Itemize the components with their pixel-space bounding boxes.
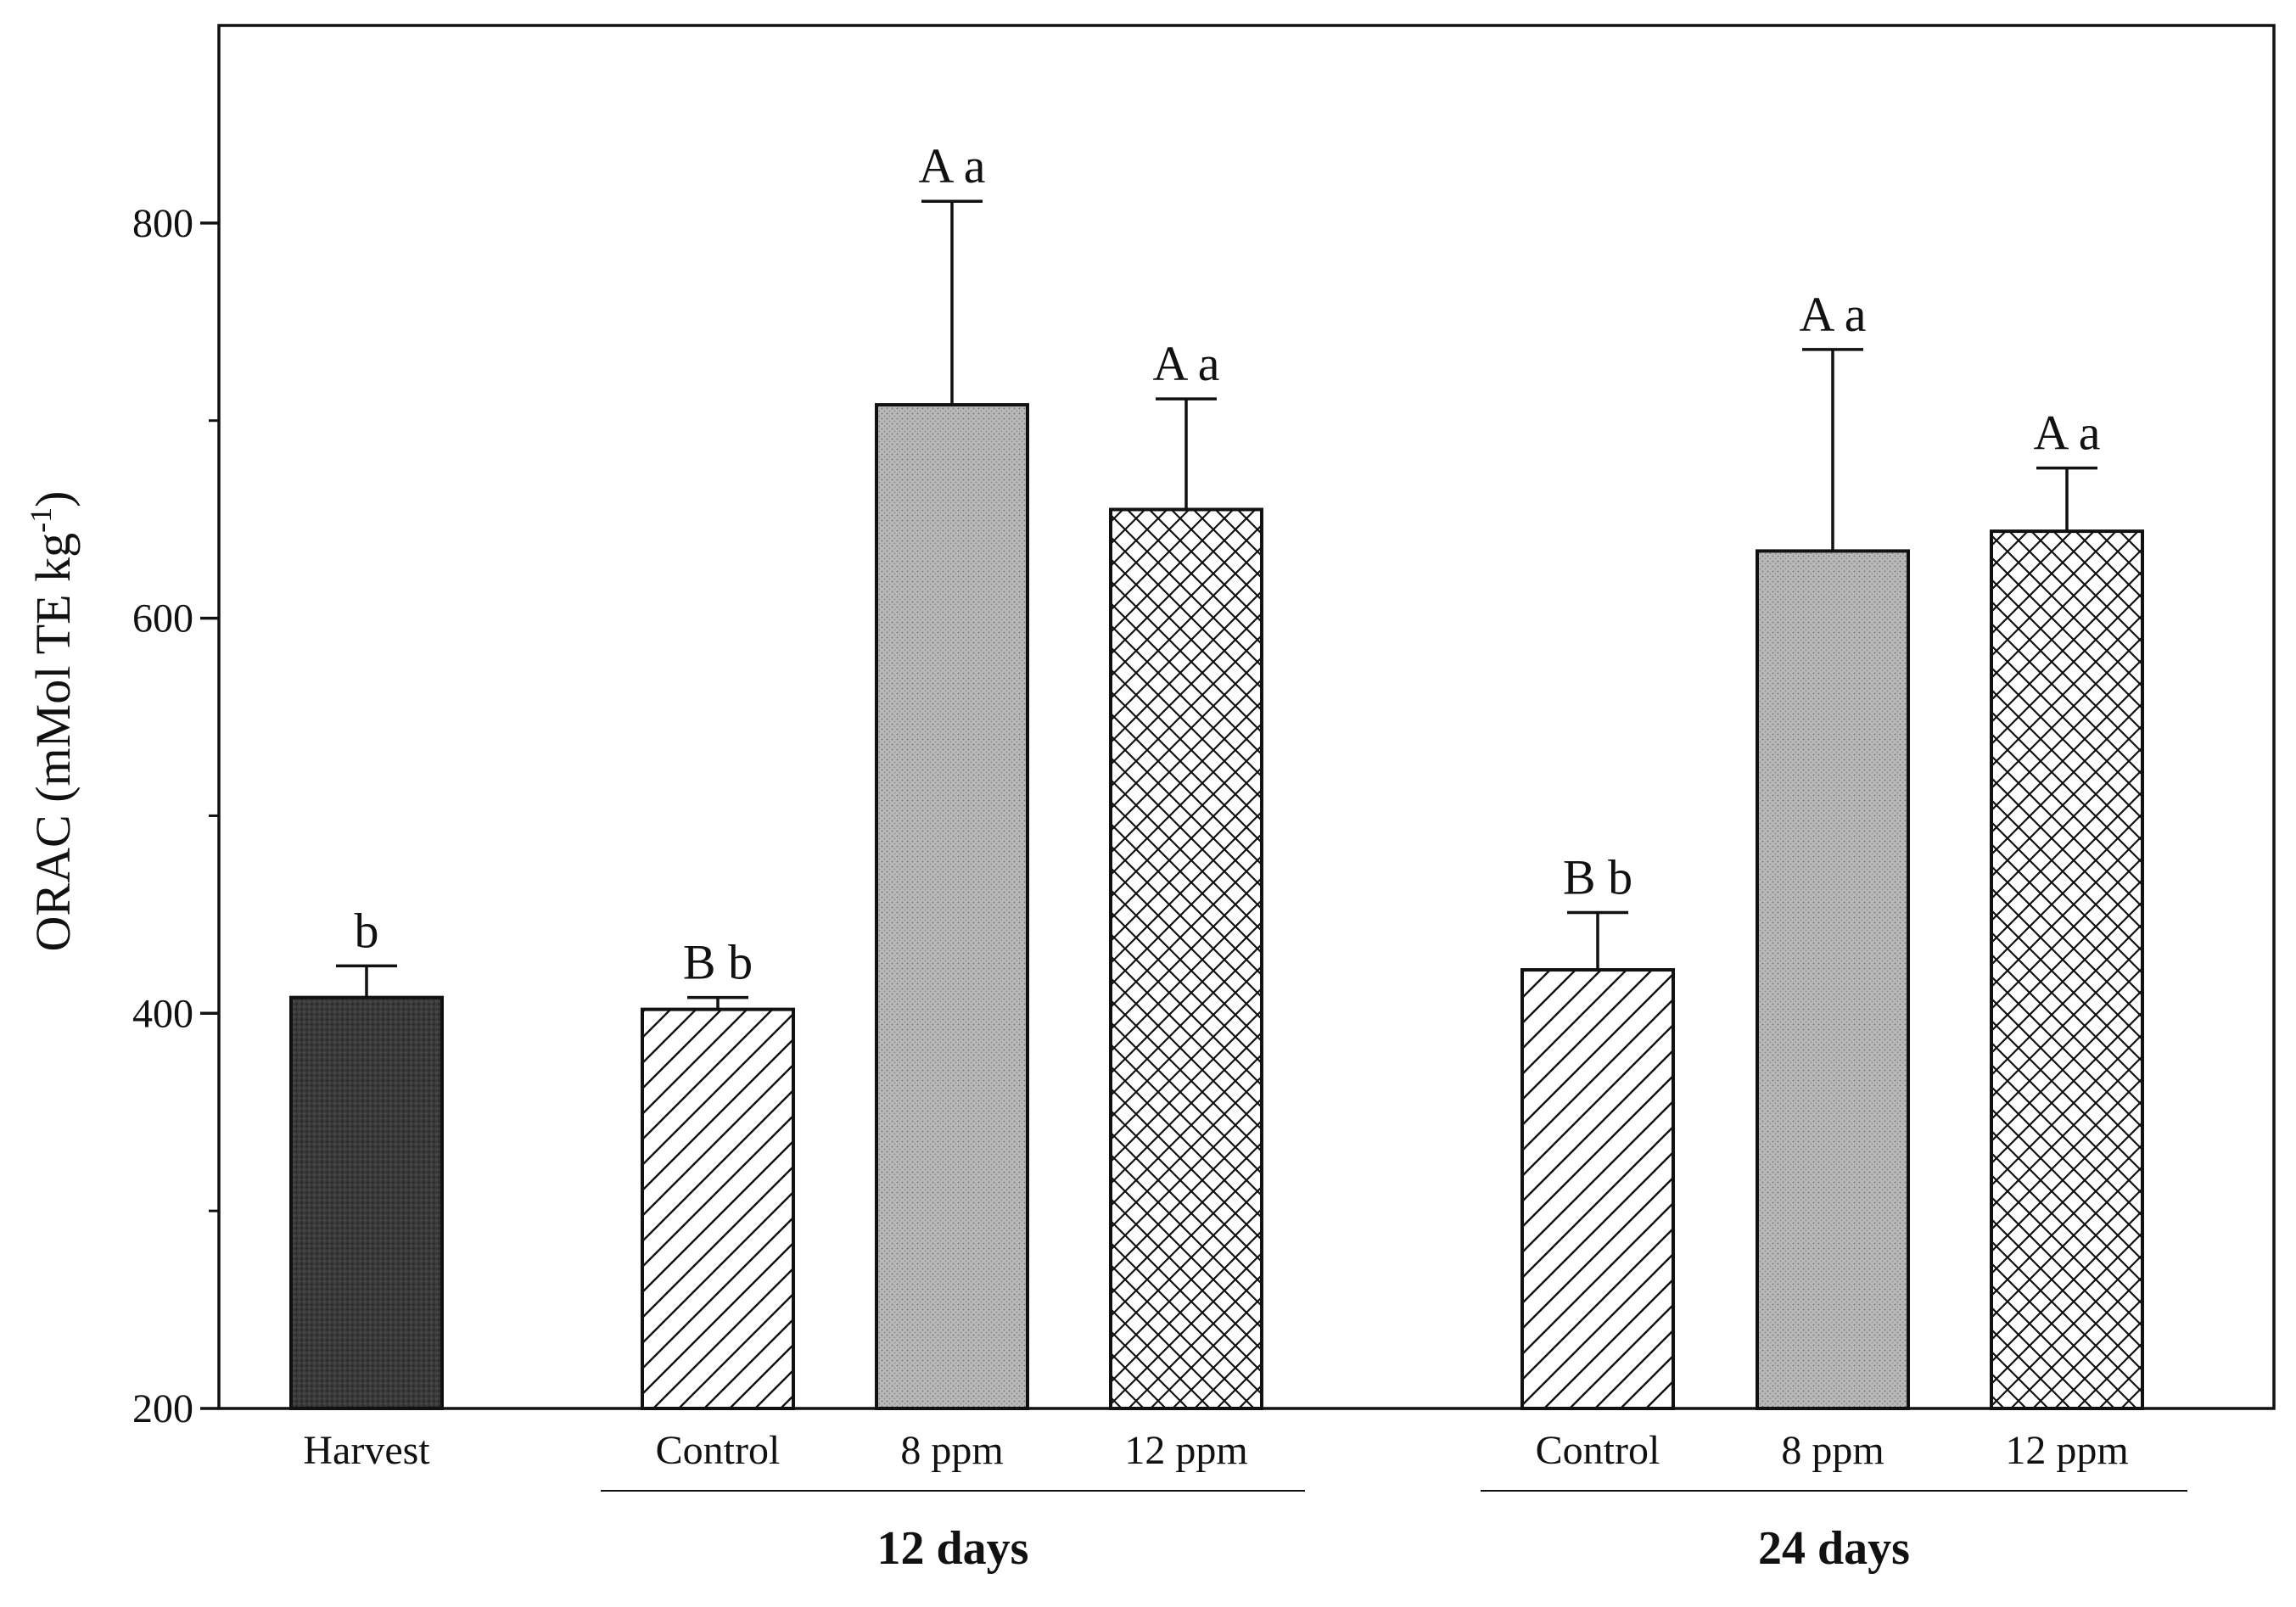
bar-control <box>1520 968 1675 1410</box>
category-label: Harvest <box>303 1428 430 1473</box>
group-label: 24 days <box>1758 1522 1910 1575</box>
bar-8-ppm <box>1756 549 1910 1410</box>
y-tick-label: 200 <box>132 1386 193 1431</box>
significance-label: A a <box>2034 406 2101 461</box>
bar-12-ppm <box>1109 507 1263 1410</box>
category-label: Control <box>1536 1428 1660 1473</box>
category-label: 8 ppm <box>1781 1428 1884 1473</box>
significance-label: B b <box>683 935 753 990</box>
category-label: 12 ppm <box>2005 1428 2128 1473</box>
y-tick-label: 600 <box>132 596 193 641</box>
y-axis-title: ORAC (mMol TE kg-1) <box>24 491 81 952</box>
group-label: 12 days <box>877 1522 1029 1575</box>
y-tick-label: 400 <box>132 991 193 1036</box>
significance-label: A a <box>1800 287 1867 342</box>
significance-label: A a <box>919 138 986 193</box>
significance-label: b <box>355 903 379 958</box>
category-label: 8 ppm <box>900 1428 1003 1473</box>
category-label: Control <box>656 1428 781 1473</box>
bar-12-ppm <box>1990 529 2144 1410</box>
significance-label: A a <box>1153 336 1220 391</box>
significance-label: B b <box>1563 850 1632 905</box>
bar-harvest <box>289 995 444 1410</box>
bar-control <box>641 1007 795 1410</box>
bar-8-ppm <box>875 403 1029 1411</box>
category-label: 12 ppm <box>1124 1428 1247 1473</box>
y-tick-label: 800 <box>132 201 193 246</box>
